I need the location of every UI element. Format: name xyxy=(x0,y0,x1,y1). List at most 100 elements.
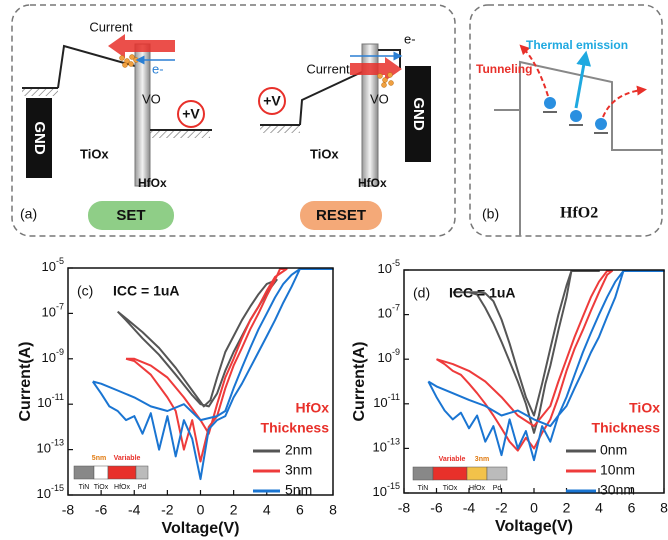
hfox-barrier xyxy=(361,43,379,187)
inset-layer xyxy=(93,465,109,480)
y-tick-label: 10-7 xyxy=(378,303,400,321)
tunneling-label: Tunneling xyxy=(476,62,532,76)
current-label: Current xyxy=(306,61,350,76)
hfox-label: HfOx xyxy=(358,176,387,190)
tiox-label: TiOx xyxy=(310,146,339,161)
band-edge xyxy=(519,60,662,236)
x-tick-label: 6 xyxy=(296,502,304,518)
inset-layer xyxy=(412,466,434,481)
material-label: HfO2 xyxy=(560,205,598,222)
electrons xyxy=(543,97,608,134)
y-tick-label: 10-5 xyxy=(42,256,64,274)
x-tick-label: 0 xyxy=(197,502,205,518)
tunneling-arrow xyxy=(519,44,549,97)
inset-layer-label: TiOx xyxy=(443,485,458,492)
panel-b: Tunneling Thermal emission (b) HfO2 xyxy=(469,4,663,237)
vacancy-cluster xyxy=(119,54,139,68)
legend-label: 2nm xyxy=(285,442,312,458)
inset-layer-label: HfOx xyxy=(469,485,485,492)
x-tick-label: 6 xyxy=(628,500,636,516)
panel-label: (b) xyxy=(482,206,499,222)
x-tick-label: -6 xyxy=(95,502,108,518)
legend-label: 30nm xyxy=(600,482,635,498)
voltage-circle xyxy=(258,87,286,115)
inset-dimension: 3nm xyxy=(475,456,489,463)
y-axis-label: Current(A) xyxy=(351,342,368,422)
x-tick-label: -2 xyxy=(161,502,174,518)
legend-title: Thickness xyxy=(261,420,330,436)
panel-label: (a) xyxy=(20,206,37,222)
voltage-label: +V xyxy=(182,106,200,122)
vacancy-label: VO xyxy=(370,91,389,106)
inset-layer-label: Pd xyxy=(138,484,147,491)
legend-title: HfOx xyxy=(296,400,330,416)
ground-block xyxy=(26,98,52,178)
x-tick-label: -4 xyxy=(463,500,476,516)
set-pill xyxy=(88,201,174,230)
panel-label: (d) xyxy=(413,285,430,301)
set-label: SET xyxy=(116,207,145,224)
series-line xyxy=(125,268,288,463)
ground-label: GND xyxy=(410,97,427,131)
tunneling-arrow xyxy=(602,85,647,118)
ground-hatch xyxy=(260,125,300,133)
legend-title: Thickness xyxy=(592,420,661,436)
inset-layer-label: TiN xyxy=(79,484,90,491)
x-axis-label: Voltage(V) xyxy=(495,518,573,535)
y-tick-label: 10-9 xyxy=(378,348,400,366)
legend-label: 5nm xyxy=(285,482,312,498)
x-tick-label: -8 xyxy=(62,502,75,518)
legend-title: TiOx xyxy=(629,400,660,416)
reset-label: RESET xyxy=(316,207,366,224)
thermal-label: Thermal emission xyxy=(526,38,628,52)
ground-hatch xyxy=(150,130,210,138)
y-tick-label: 10-13 xyxy=(373,437,400,455)
emission-arrow xyxy=(574,50,592,109)
inset-layer xyxy=(432,466,468,481)
inset-dimension: Variable xyxy=(439,456,466,463)
y-axis-label: Current(A) xyxy=(17,342,34,422)
panel-frame xyxy=(469,4,663,237)
vacancy-cluster xyxy=(377,72,394,88)
ground-hatch xyxy=(22,88,58,96)
ground-block xyxy=(405,66,431,162)
inset-layer xyxy=(486,466,508,481)
band-edge xyxy=(378,49,401,68)
legend-label: 3nm xyxy=(285,462,312,478)
reset-pill xyxy=(300,201,382,230)
y-tick-label: 10-11 xyxy=(373,392,400,410)
y-tick-label: 10-15 xyxy=(373,481,400,499)
voltage-label: +V xyxy=(263,93,281,109)
x-tick-label: -2 xyxy=(495,500,508,516)
x-tick-label: -6 xyxy=(430,500,443,516)
y-tick-label: 10-5 xyxy=(378,258,400,276)
x-tick-label: 8 xyxy=(329,502,337,518)
inset-dimension: Variable xyxy=(114,455,141,462)
electron-label: e- xyxy=(404,31,416,46)
annotation: ICC = 1uA xyxy=(113,283,180,299)
ground-label: GND xyxy=(31,121,48,155)
series-line xyxy=(452,270,600,434)
y-tick-label: 10-13 xyxy=(37,438,64,456)
x-tick-label: 8 xyxy=(660,500,668,516)
y-tick-label: 10-11 xyxy=(37,393,64,411)
inset-layer-label: TiOx xyxy=(94,484,109,491)
y-tick-label: 10-9 xyxy=(42,347,64,365)
panel-a: GND +V Current e- VO TiOx HfOx (a) SET +… xyxy=(11,4,456,237)
x-tick-label: 4 xyxy=(595,500,603,516)
hfox-barrier xyxy=(134,43,151,187)
series-line xyxy=(91,268,334,481)
y-tick-label: 10-7 xyxy=(42,302,64,320)
panel-label: (c) xyxy=(77,283,93,299)
hfox-label: HfOx xyxy=(138,176,167,190)
inset-layer xyxy=(135,465,149,480)
x-tick-label: 2 xyxy=(230,502,238,518)
panel-frame xyxy=(11,4,456,237)
inset-layer xyxy=(107,465,137,480)
current-label: Current xyxy=(89,19,133,34)
vacancy-label: VO xyxy=(142,91,161,106)
inset-layer xyxy=(466,466,488,481)
current-arrow xyxy=(108,34,175,58)
inset-layer xyxy=(73,465,95,480)
